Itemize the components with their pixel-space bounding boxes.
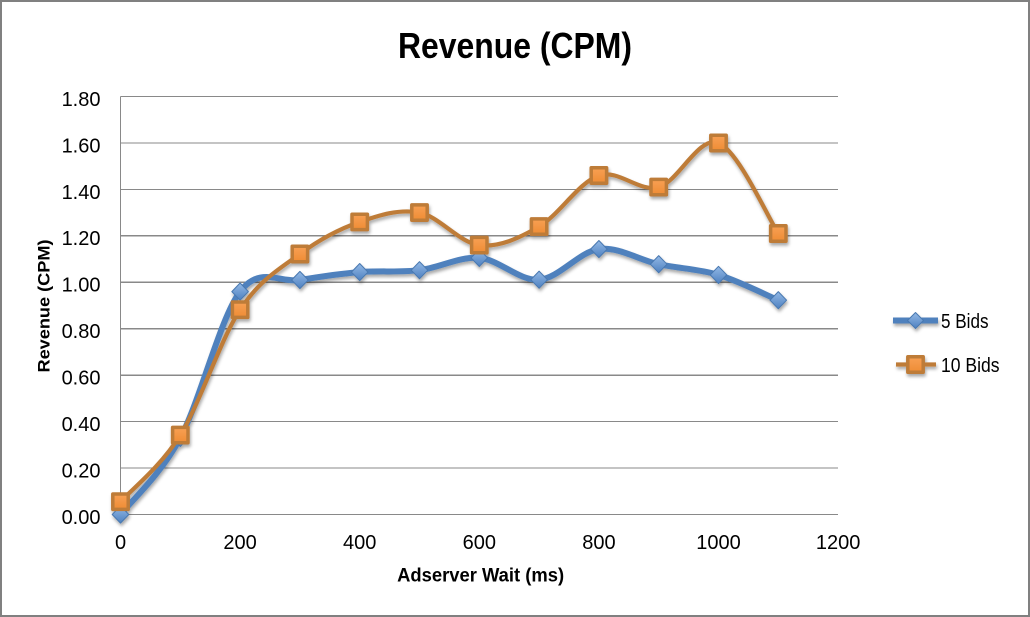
svg-text:1200: 1200 — [816, 532, 861, 554]
svg-text:1.00: 1.00 — [62, 275, 101, 297]
svg-text:0.00: 0.00 — [62, 507, 101, 529]
svg-text:1000: 1000 — [696, 532, 741, 554]
svg-text:400: 400 — [343, 532, 376, 554]
svg-text:Adserver Wait (ms): Adserver Wait (ms) — [397, 565, 564, 586]
svg-text:1.80: 1.80 — [62, 89, 101, 111]
svg-text:1.60: 1.60 — [62, 135, 101, 157]
svg-text:10 Bids: 10 Bids — [941, 355, 1000, 377]
svg-text:0.40: 0.40 — [62, 414, 101, 436]
svg-text:0.20: 0.20 — [62, 461, 101, 483]
svg-text:0.60: 0.60 — [62, 368, 101, 390]
svg-text:1.40: 1.40 — [62, 182, 101, 204]
svg-text:600: 600 — [463, 532, 496, 554]
svg-text:5 Bids: 5 Bids — [941, 311, 989, 333]
svg-text:800: 800 — [582, 532, 615, 554]
svg-text:200: 200 — [223, 532, 256, 554]
svg-text:1.20: 1.20 — [62, 228, 101, 250]
svg-text:0: 0 — [115, 532, 126, 554]
svg-text:0.80: 0.80 — [62, 321, 101, 343]
svg-text:Revenue (CPM): Revenue (CPM) — [398, 25, 632, 66]
svg-text:Revenue (CPM): Revenue (CPM) — [35, 240, 54, 373]
